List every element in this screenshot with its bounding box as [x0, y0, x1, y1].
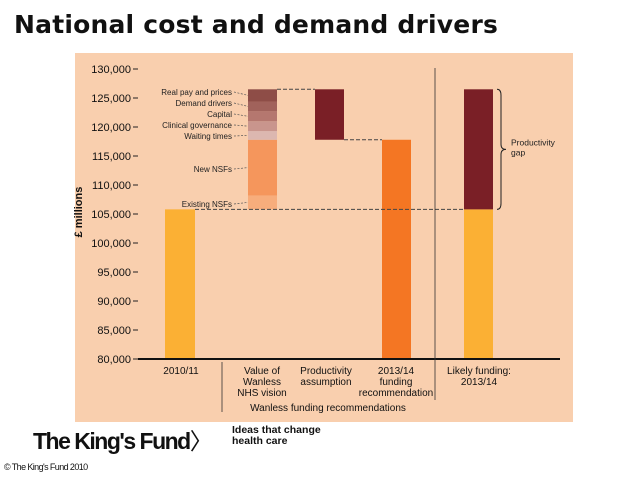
bar-segment-real-pay-and-prices	[248, 89, 277, 102]
logo-arrow-icon: 〉	[189, 428, 213, 454]
segment-leader-line	[233, 91, 249, 96]
segment-leader-line	[233, 202, 249, 205]
y-tick-label: 115,000	[92, 151, 131, 163]
segment-label: Demand drivers	[176, 99, 232, 108]
bar-segment-clinical-governance	[248, 121, 277, 132]
productivity-gap-brace	[496, 88, 507, 210]
y-axis-label: £ millions	[73, 187, 85, 238]
segment-leader-line	[233, 124, 249, 127]
segment-label: Clinical governance	[162, 121, 232, 130]
x-tick-label: 2013/14	[461, 377, 498, 388]
x-tick-label: NHS vision	[237, 388, 286, 399]
segment-label: New NSFs	[194, 165, 232, 174]
x-tick-label: recommendation	[359, 388, 433, 399]
group-label: Wanless funding recommendations	[250, 403, 406, 414]
tagline: Ideas that change health care	[232, 425, 342, 447]
copyright: © The King's Fund 2010	[4, 462, 88, 472]
kings-fund-logo: The King's Fund〉	[33, 428, 213, 454]
segment-leader-line	[233, 167, 249, 170]
bar-segment-existing-nsfs	[248, 195, 277, 210]
y-tick-label: 130,000	[91, 64, 131, 76]
y-axis: 80,000 85,000 90,000 95,000 100,000 105,000 11…	[73, 64, 138, 366]
y-tick-label: 90,000	[97, 296, 131, 308]
x-tick-label: Wanless	[243, 377, 281, 388]
x-tick-label: assumption	[300, 377, 351, 388]
y-tick-label: 110,000	[92, 180, 131, 192]
y-tick-label: 125,000	[91, 93, 131, 105]
segment-label: Real pay and prices	[161, 88, 232, 97]
x-tick-label: 2013/14	[378, 366, 415, 377]
segment-labels-group: Existing NSFs New NSFs Waiting times Clinic…	[161, 88, 249, 209]
y-tick-label: 120,000	[91, 122, 131, 134]
productivity-gap-label: gap	[511, 147, 525, 157]
bar-segment-new-nsfs	[248, 139, 277, 196]
bar-cat-0	[165, 209, 195, 359]
y-tick-label: 85,000	[97, 325, 131, 337]
tagline-line-2: health care	[232, 435, 288, 447]
bars-group	[165, 89, 493, 359]
bar-segment-capital	[248, 111, 277, 122]
bar-segment-demand-drivers	[248, 101, 277, 112]
segment-label: Existing NSFs	[182, 200, 232, 209]
productivity-gap-label: Productivity	[511, 137, 556, 147]
segment-leader-line	[233, 135, 249, 137]
y-tick-label: 80,000	[97, 354, 131, 366]
segment-label: Capital	[207, 110, 232, 119]
x-tick-label: Productivity	[300, 366, 352, 377]
bar-cat-2	[315, 89, 344, 140]
slide-title: National cost and demand drivers	[14, 10, 499, 39]
x-tick-label: 2010/11	[163, 366, 199, 377]
y-tick-label: 95,000	[97, 267, 131, 279]
segment-leader-line	[233, 113, 249, 117]
tagline-line-1: Ideas that change	[232, 424, 321, 436]
y-tick-label: 105,000	[91, 209, 131, 221]
bar-segment-waiting-times	[248, 131, 277, 140]
bar-cat-3	[382, 139, 411, 359]
bar-cat-4	[464, 209, 493, 359]
x-tick-label: Value of	[244, 366, 280, 377]
segment-label: Waiting times	[184, 132, 232, 141]
segment-leader-line	[233, 102, 249, 107]
bar-cat-4	[464, 89, 493, 210]
connectors-group	[195, 88, 464, 210]
x-tick-label: funding	[380, 377, 413, 388]
y-tick-label: 100,000	[91, 238, 131, 250]
x-tick-label: Likely funding:	[447, 366, 511, 377]
